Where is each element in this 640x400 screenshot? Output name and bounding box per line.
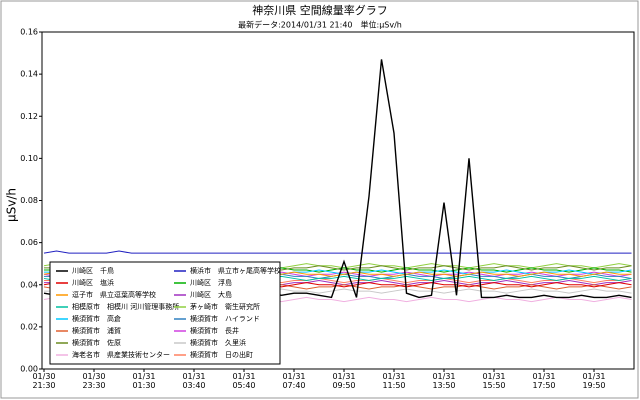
legend-label: 海老名市 県産業技術センター	[72, 350, 170, 359]
legend-label: 横須賀市 高倉	[72, 314, 121, 323]
y-tick-label: 0.02	[20, 322, 38, 331]
x-tick-label: 01/31 15:50	[482, 372, 506, 390]
y-tick-label: 0.14	[20, 70, 38, 79]
x-tick-label: 01/31 03:40	[182, 372, 206, 390]
legend-label: 横須賀市 ハイランド	[190, 314, 260, 323]
y-tick-label: 0.16	[20, 28, 38, 37]
legend-label: 横須賀市 浦賀	[72, 326, 121, 335]
x-tick-label: 01/31 17:50	[532, 372, 556, 390]
x-tick-label: 01/31 01:30	[132, 372, 156, 390]
y-tick-label: 0.08	[20, 196, 38, 205]
legend-label: 横須賀市 長井	[190, 326, 239, 335]
y-axis-label: μSv/h	[5, 188, 19, 222]
y-tick-label: 0.10	[20, 154, 38, 163]
series-line	[43, 250, 632, 254]
chart-subtitle: 最新データ:2014/01/31 21:40 単位:μSv/h	[238, 20, 402, 30]
x-tick-label: 01/31 13:50	[432, 372, 456, 390]
y-tick-label: 0.12	[20, 112, 38, 121]
x-tick-label: 01/30 23:30	[82, 372, 106, 390]
y-tick-label: 0.04	[20, 280, 38, 289]
x-tick-label: 01/31 07:40	[282, 372, 306, 390]
x-tick-label: 01/31 11:50	[382, 372, 406, 390]
legend-label: 川崎区 塩浜	[72, 278, 114, 287]
legend-label: 相模原市 相模川 河川管理事務所	[72, 302, 179, 311]
y-tick-label: 0.06	[20, 238, 38, 247]
legend-label: 横須賀市 佐原	[72, 338, 121, 347]
x-tick-label: 01/31 19:50	[582, 372, 606, 390]
x-tick-label: 01/31 05:40	[232, 372, 256, 390]
legend-label: 横須賀市 日の出町	[190, 350, 253, 359]
legend-label: 横浜市 県立市ヶ尾高等学校	[190, 266, 281, 275]
legend-label: 逗子市 県立逗葉高等学校	[72, 290, 156, 299]
legend-label: 川崎区 大島	[190, 290, 232, 299]
legend-label: 横須賀市 久里浜	[190, 338, 246, 347]
legend-box	[49, 261, 281, 365]
x-tick-label: 01/30 21:30	[32, 372, 56, 390]
x-tick-label: 01/31 09:50	[332, 372, 356, 390]
legend-label: 川崎区 浮島	[190, 278, 232, 287]
legend-label: 川崎区 千鳥	[72, 266, 114, 275]
chart-title: 神奈川県 空間線量率グラフ	[252, 3, 388, 17]
y-tick-label: 0.00	[20, 365, 38, 374]
legend-label: 茅ヶ崎市 衛生研究所	[190, 302, 260, 311]
